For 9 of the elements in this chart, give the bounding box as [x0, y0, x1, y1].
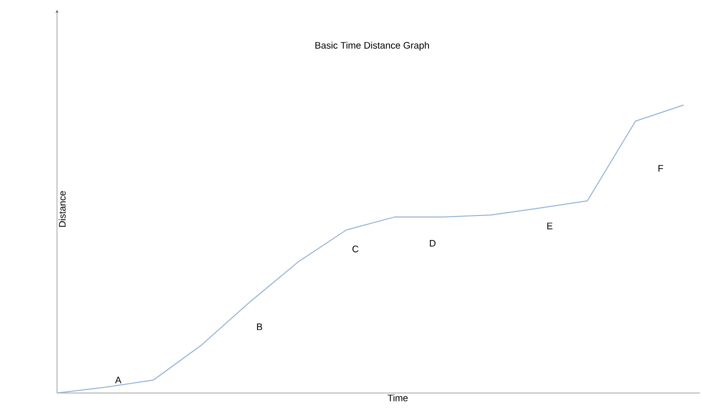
annotation: A: [115, 376, 122, 384]
annotation: F: [658, 165, 664, 172]
annotation: E: [547, 222, 552, 230]
annotation: B: [257, 324, 262, 330]
y-axis-title: Distance: [58, 191, 66, 227]
annotation: D: [430, 240, 436, 247]
chart-title: Basic Time Distance Graph: [315, 42, 429, 51]
x-axis-title: Time: [388, 394, 408, 402]
annotation: C: [352, 246, 358, 252]
